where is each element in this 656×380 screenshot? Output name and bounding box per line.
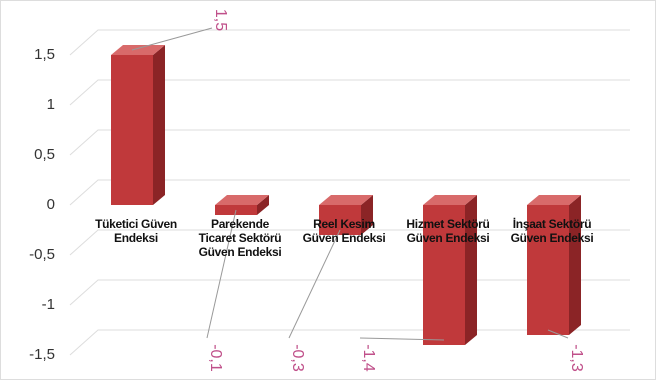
bar-top: [215, 195, 269, 205]
y-tick-label: 0: [47, 196, 55, 213]
bar-side: [569, 195, 581, 335]
bar-top: [423, 195, 477, 205]
leader-line: [547, 329, 569, 339]
bar-top: [319, 195, 373, 205]
value-label: -0,3: [289, 344, 306, 372]
leader-line: [206, 209, 237, 339]
y-tick-label: 1: [47, 96, 55, 113]
y-tick-label: -1: [42, 296, 55, 313]
category-label: Hizmet Sektörü Güven Endeksi: [406, 217, 490, 245]
bar-side: [361, 195, 373, 235]
category-label: Parekende Ticaret Sektörü Güven Endeksi: [198, 217, 282, 259]
category-label: Reel Kesim Güven Endeksi: [302, 217, 386, 245]
bar-side: [153, 45, 165, 205]
leader-line: [359, 337, 445, 341]
y-tick-label: 1,5: [34, 46, 55, 63]
y-tick-label: 0,5: [34, 146, 55, 163]
value-label: 1,5: [212, 9, 229, 31]
value-label: -1,3: [568, 344, 585, 372]
y-tick-label: -1,5: [29, 346, 55, 363]
grid-line: [69, 179, 630, 206]
grid-line: [69, 79, 630, 106]
grid-line: [69, 129, 630, 156]
category-label: İnşaat Sektörü Güven Endeksi: [510, 217, 594, 245]
category-label: Tüketici Güven Endeksi: [95, 217, 177, 245]
bar: [527, 205, 569, 335]
bar: [111, 55, 153, 205]
value-label: -0,1: [207, 344, 224, 372]
grid-line: [69, 29, 630, 56]
bar-top: [527, 195, 581, 205]
bar: [423, 205, 465, 345]
leader-line: [131, 27, 213, 51]
leader-line: [288, 229, 341, 339]
value-label: -1,4: [360, 344, 377, 372]
y-tick-label: -0,5: [29, 246, 55, 263]
bar-top: [111, 45, 165, 55]
bar-side: [257, 195, 269, 215]
bar-side: [465, 195, 477, 345]
